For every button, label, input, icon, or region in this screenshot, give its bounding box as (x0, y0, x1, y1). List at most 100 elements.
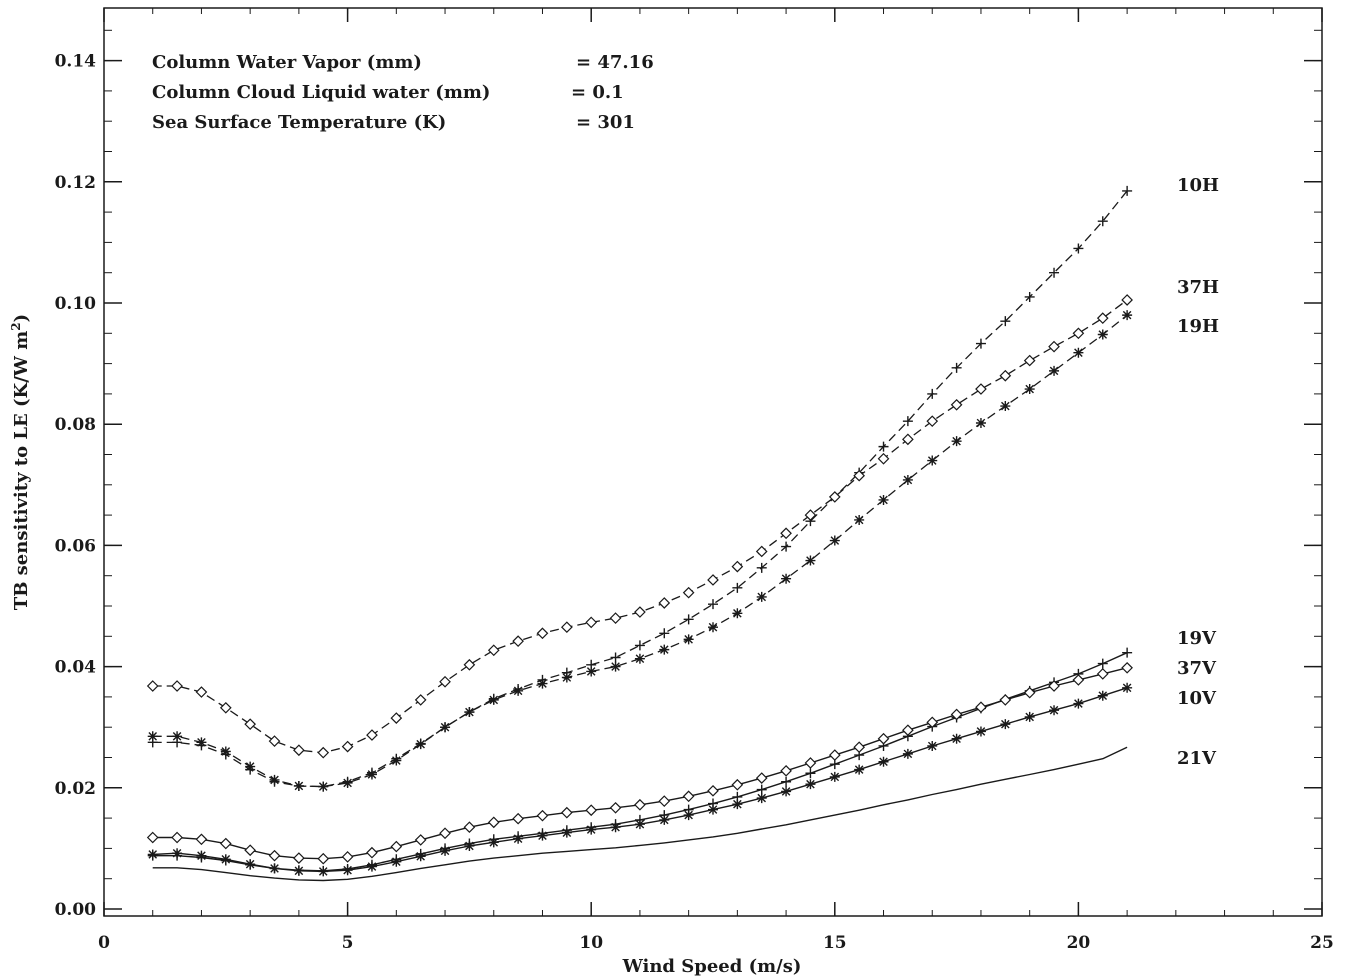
point-asterisk-10v (1049, 705, 1060, 716)
info-value-water-vapor: = 47.16 (576, 52, 654, 73)
point-asterisk-19h (440, 722, 451, 733)
point-diamond-37h (171, 680, 183, 692)
point-diamond-37h (999, 369, 1012, 382)
point-diamond-37v (1048, 680, 1060, 692)
point-diamond-37h (780, 527, 792, 540)
point-diamond-37h (439, 675, 451, 688)
point-asterisk-19h (269, 774, 280, 785)
point-diamond-37h (341, 740, 354, 753)
point-plus-10h (732, 582, 743, 593)
point-diamond-37v (731, 778, 744, 791)
point-diamond-37v (219, 837, 232, 850)
y-tick-label: 0.10 (55, 294, 97, 314)
x-axis-title: Wind Speed (m/s) (622, 956, 802, 977)
point-asterisk-19h (1024, 384, 1035, 395)
y-axis-title: TB sensitivity to LE (K/W m2) (9, 314, 32, 610)
point-asterisk-10v (561, 827, 572, 838)
point-asterisk-10v (1073, 698, 1084, 709)
point-asterisk-10v (1024, 711, 1035, 722)
point-plus-19v (756, 784, 767, 795)
point-asterisk-10v (805, 779, 816, 790)
point-plus-10h (1000, 316, 1011, 327)
point-diamond-37h (293, 744, 305, 757)
x-tick-label: 0 (98, 933, 110, 953)
info-value-cloud-liquid: = 0.1 (571, 82, 624, 103)
point-diamond-37h (707, 574, 719, 586)
point-asterisk-19h (488, 694, 499, 705)
point-plus-10h (1097, 216, 1108, 227)
x-tick-label: 15 (823, 933, 847, 953)
point-diamond-37v (658, 795, 671, 807)
point-diamond-37v (975, 701, 987, 714)
point-diamond-37v (268, 849, 281, 862)
point-asterisk-19h (586, 666, 597, 677)
point-asterisk-19h (854, 514, 865, 525)
point-diamond-37v (1096, 668, 1109, 680)
point-asterisk-19h (147, 731, 158, 742)
point-diamond-37v (536, 809, 549, 822)
point-diamond-37v (999, 694, 1012, 706)
point-asterisk-19h (975, 417, 986, 428)
point-plus-10h (902, 416, 913, 427)
point-asterisk-19h (366, 769, 377, 780)
point-asterisk-10v (659, 814, 670, 825)
point-asterisk-10v (196, 850, 207, 861)
series-line-21v (152, 746, 1128, 882)
point-asterisk-19h (781, 573, 792, 584)
point-asterisk-19h (537, 678, 548, 689)
point-asterisk-10v (464, 840, 475, 851)
series-10h (147, 185, 1133, 792)
point-diamond-37h (244, 718, 257, 731)
point-diamond-37v (828, 749, 841, 761)
point-diamond-37h (877, 452, 890, 465)
point-asterisk-10v (829, 771, 840, 782)
point-asterisk-10v (902, 748, 913, 759)
series-label-19h: 19H (1177, 316, 1219, 337)
point-plus-19v (781, 776, 792, 787)
point-plus-10h (1073, 243, 1084, 254)
point-plus-10h (683, 614, 694, 625)
point-diamond-37h (755, 545, 768, 558)
point-diamond-37v (414, 834, 427, 846)
point-diamond-37v (682, 790, 695, 803)
point-asterisk-19h (1122, 310, 1133, 321)
point-diamond-37v (244, 844, 257, 857)
point-diamond-37h (414, 694, 427, 706)
point-asterisk-19h (1000, 401, 1011, 412)
series-37h (146, 294, 1133, 759)
point-diamond-37h (609, 612, 622, 624)
info-label-cloud-liquid: Column Cloud Liquid water (mm) (152, 82, 490, 103)
series-label-10h: 10H (1177, 175, 1219, 196)
point-diamond-37v (341, 851, 354, 863)
y-axis-title-main: TB sensitivity to LE (K/W m (11, 331, 32, 611)
point-plus-10h (610, 652, 621, 663)
series-line-37h (152, 299, 1128, 754)
series-labels: 10H 37H 19H 19V 37V 10V 21V (1177, 175, 1219, 769)
point-diamond-37v (950, 708, 963, 721)
info-value-sst: = 301 (576, 112, 635, 133)
point-asterisk-10v (1097, 690, 1108, 701)
point-diamond-37h (536, 627, 549, 640)
series-line-10h (152, 190, 1128, 788)
point-asterisk-10v (878, 756, 889, 767)
point-asterisk-19h (464, 707, 475, 718)
point-diamond-37v (1072, 674, 1085, 686)
info-block: Column Water Vapor (mm) = 47.16 Column C… (152, 52, 654, 133)
point-diamond-37h (366, 729, 378, 741)
x-tick-label: 10 (579, 933, 603, 953)
point-diamond-37v (634, 798, 646, 811)
point-asterisk-10v (537, 830, 548, 841)
point-diamond-37h (219, 701, 232, 714)
point-asterisk-10v (342, 865, 353, 876)
point-diamond-37v (439, 827, 451, 840)
series-label-10v: 10V (1177, 688, 1217, 709)
point-asterisk-10v (147, 849, 158, 860)
info-label-water-vapor: Column Water Vapor (mm) (152, 52, 422, 73)
point-diamond-37h (975, 383, 987, 395)
point-diamond-37v (293, 852, 305, 864)
point-plus-10h (708, 599, 718, 610)
point-asterisk-10v (269, 863, 280, 874)
y-tick-label: 0.04 (55, 658, 97, 678)
point-asterisk-19h (172, 731, 183, 742)
point-diamond-37v (390, 840, 403, 853)
